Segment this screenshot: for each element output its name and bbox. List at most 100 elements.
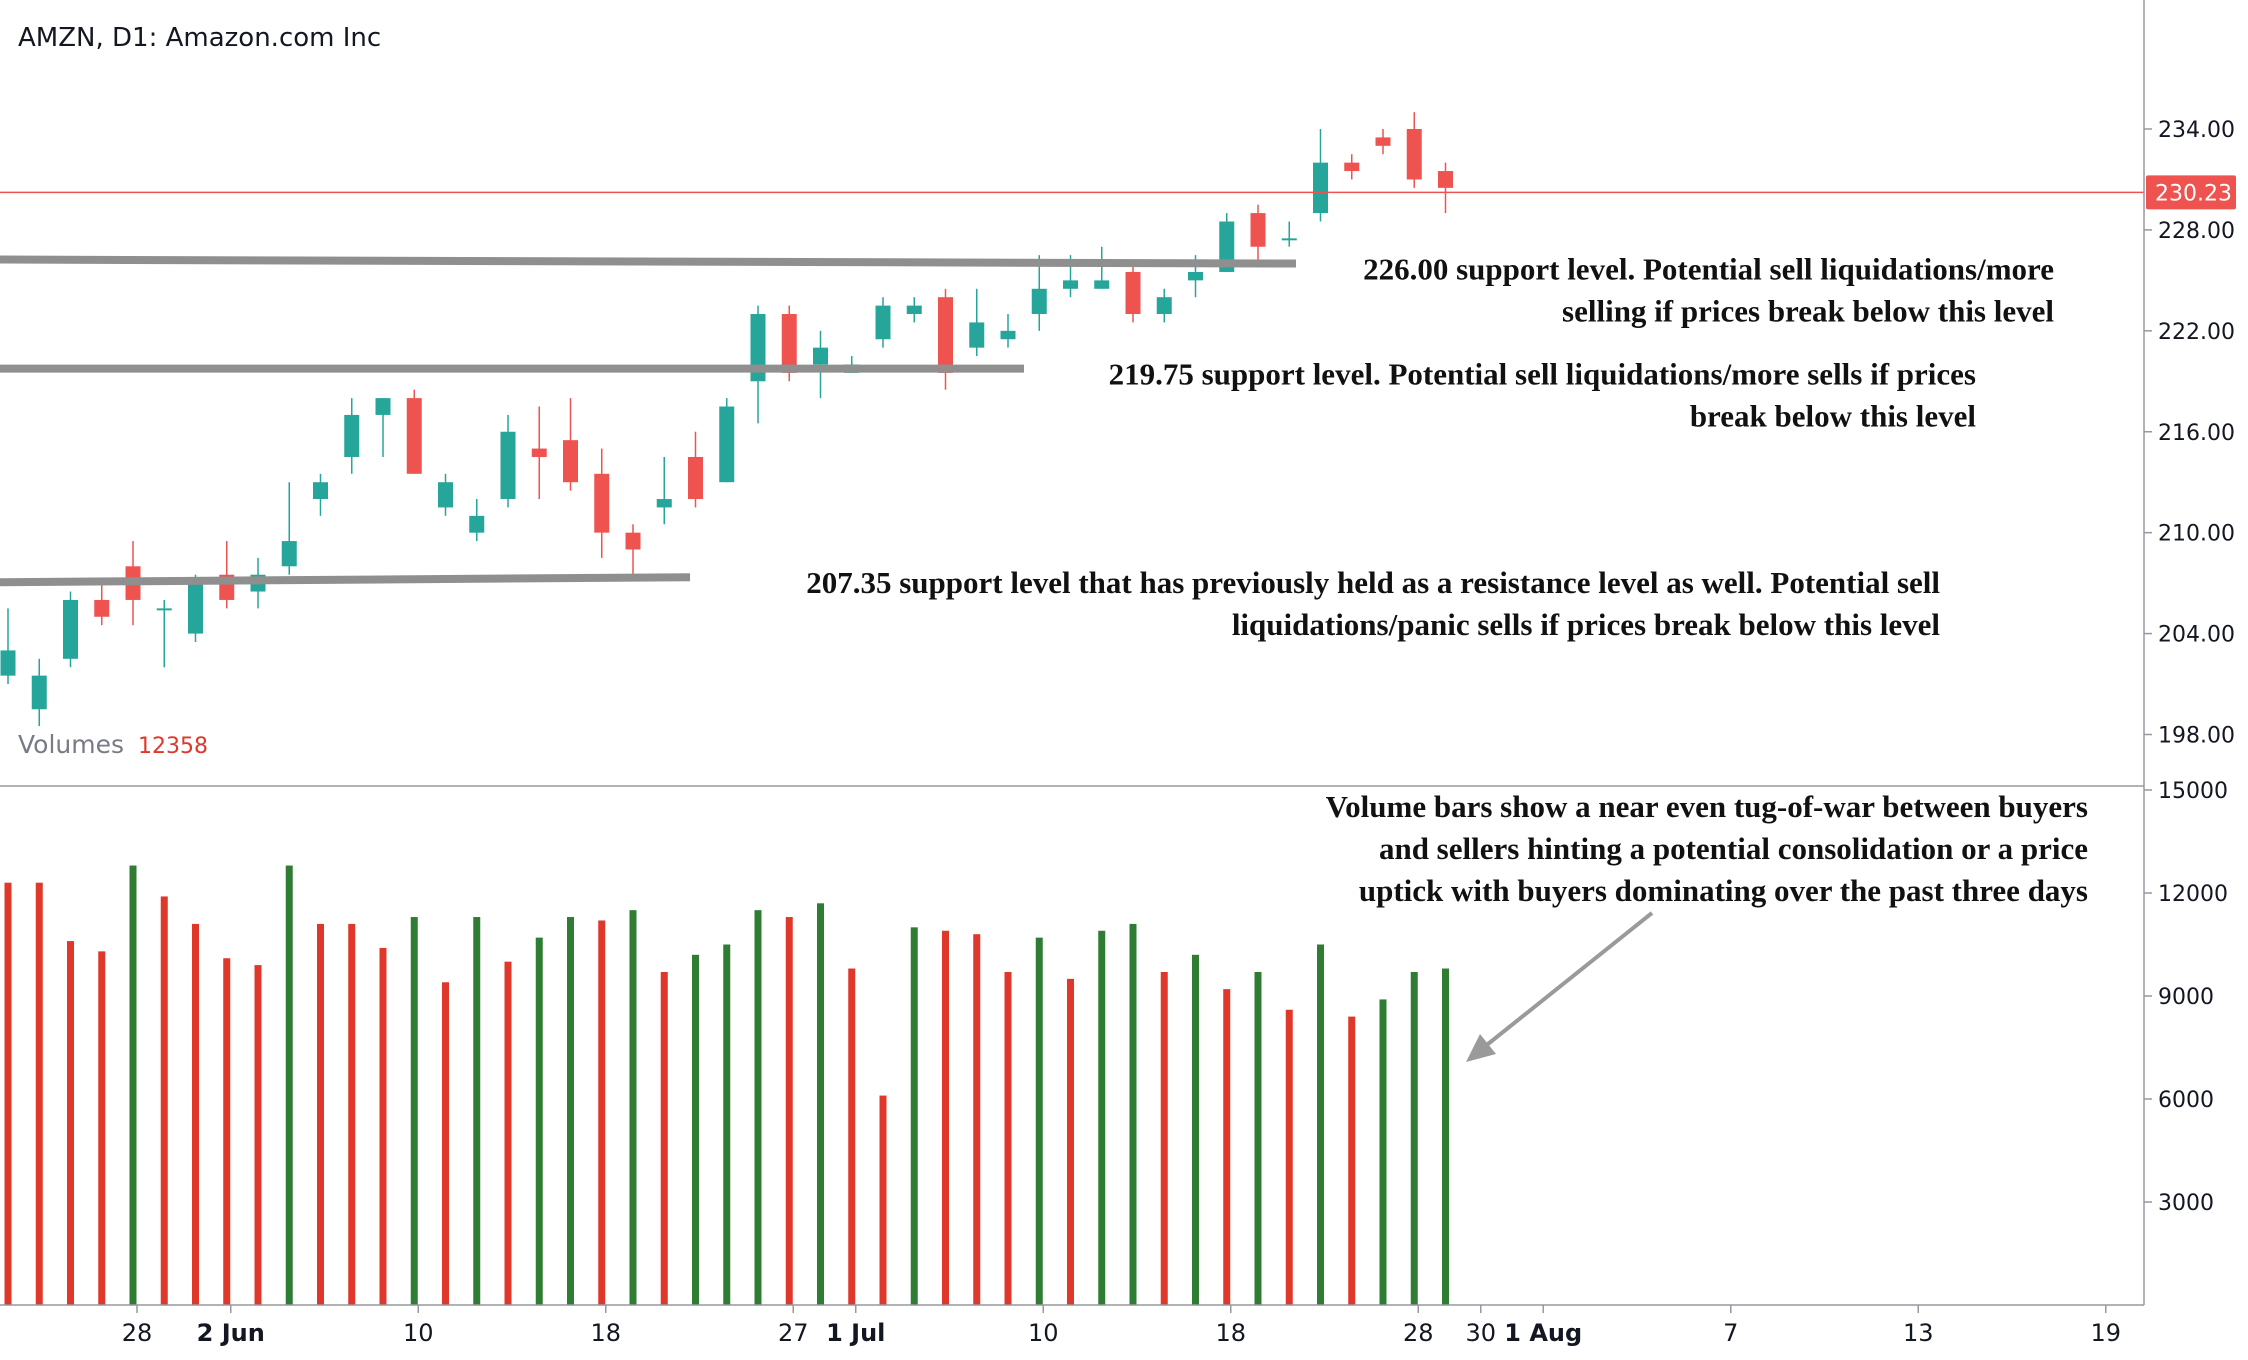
- volume-bar[interactable]: [160, 896, 168, 1305]
- candle-body[interactable]: [1000, 330, 1016, 340]
- volume-bar[interactable]: [785, 917, 793, 1305]
- volume-bar[interactable]: [1192, 954, 1199, 1305]
- volume-bar[interactable]: [879, 1095, 887, 1305]
- candle-body[interactable]: [1125, 271, 1141, 315]
- candle-body[interactable]: [969, 322, 985, 348]
- candle-body[interactable]: [438, 482, 453, 508]
- volume-bar[interactable]: [1223, 989, 1231, 1305]
- candle-body[interactable]: [1156, 297, 1172, 315]
- volume-bar[interactable]: [1410, 971, 1418, 1305]
- candle-body[interactable]: [813, 347, 828, 365]
- support-annotation: liquidations/panic sells if prices break…: [1232, 607, 1941, 642]
- volume-tick-label: 12000: [2158, 882, 2228, 907]
- volume-bar[interactable]: [942, 930, 949, 1305]
- candle-body[interactable]: [469, 515, 485, 533]
- candle-body[interactable]: [313, 482, 328, 500]
- candle-body[interactable]: [31, 675, 47, 710]
- volume-bar[interactable]: [1160, 971, 1168, 1305]
- candle-body[interactable]: [1031, 288, 1047, 315]
- volume-bar[interactable]: [285, 865, 293, 1305]
- volume-bar[interactable]: [817, 903, 824, 1305]
- candle-body[interactable]: [281, 541, 297, 567]
- candle-body[interactable]: [406, 398, 422, 474]
- volume-bar[interactable]: [629, 910, 637, 1305]
- volume-bar[interactable]: [192, 923, 199, 1305]
- volume-bar[interactable]: [67, 941, 74, 1305]
- volume-bar[interactable]: [1129, 923, 1137, 1305]
- candle-body[interactable]: [563, 440, 578, 483]
- candle-body[interactable]: [156, 608, 172, 611]
- candle-body[interactable]: [531, 448, 547, 457]
- volume-bar[interactable]: [1254, 971, 1262, 1305]
- candle-body[interactable]: [719, 406, 735, 483]
- volume-bar[interactable]: [1442, 968, 1449, 1305]
- volume-bar[interactable]: [535, 937, 543, 1305]
- volume-bar[interactable]: [410, 917, 418, 1305]
- volume-bar[interactable]: [98, 951, 106, 1305]
- volume-bar[interactable]: [723, 944, 731, 1306]
- labels: 198.00 204.00 210.00 216.00 222.00 228.00 234.…: [18, 23, 2236, 1347]
- price-tick-label: 198.00: [2158, 724, 2235, 749]
- candle-body[interactable]: [500, 431, 516, 500]
- volume-bar[interactable]: [1317, 944, 1324, 1306]
- volume-bar[interactable]: [4, 882, 12, 1305]
- volume-bar[interactable]: [1285, 1009, 1293, 1305]
- volume-bar[interactable]: [598, 920, 606, 1305]
- candle-body[interactable]: [1250, 213, 1266, 247]
- candle-body[interactable]: [0, 650, 16, 676]
- candle-body[interactable]: [875, 305, 891, 340]
- volume-bar[interactable]: [973, 934, 981, 1305]
- volume-bar[interactable]: [473, 917, 481, 1305]
- candle-body[interactable]: [906, 305, 922, 315]
- candle-body[interactable]: [1438, 171, 1453, 188]
- candle-body[interactable]: [344, 414, 360, 457]
- volume-bar[interactable]: [1379, 999, 1387, 1305]
- candle-body[interactable]: [1188, 271, 1203, 281]
- volume-bar[interactable]: [754, 910, 762, 1305]
- candle-body[interactable]: [625, 532, 641, 550]
- candle-body[interactable]: [94, 599, 110, 617]
- candle-body[interactable]: [750, 314, 766, 382]
- candle-body[interactable]: [1313, 162, 1328, 214]
- candle-body[interactable]: [1063, 280, 1078, 289]
- candle-body[interactable]: [594, 473, 610, 533]
- volume-bar[interactable]: [223, 958, 231, 1305]
- candle-body[interactable]: [1344, 162, 1360, 172]
- candle-body[interactable]: [1406, 129, 1422, 180]
- candle-body[interactable]: [688, 456, 703, 500]
- volume-bar[interactable]: [1004, 971, 1012, 1305]
- volume-bar[interactable]: [129, 865, 137, 1305]
- time-tick-label: 10: [403, 1319, 434, 1347]
- volume-bar[interactable]: [254, 965, 262, 1305]
- axes: [0, 0, 2152, 1313]
- candle-body[interactable]: [656, 499, 672, 508]
- candle-body[interactable]: [1375, 137, 1391, 146]
- candle-body[interactable]: [781, 314, 797, 373]
- candle-body[interactable]: [375, 398, 391, 415]
- volume-bar[interactable]: [504, 961, 512, 1305]
- volume-bar[interactable]: [692, 954, 699, 1305]
- time-tick-label: 13: [1903, 1319, 1934, 1347]
- volume-bar[interactable]: [910, 927, 918, 1305]
- volume-bar[interactable]: [1035, 937, 1043, 1305]
- volume-bar[interactable]: [567, 917, 574, 1305]
- price-tick-label: 234.00: [2158, 118, 2235, 143]
- volume-bar[interactable]: [317, 923, 324, 1305]
- volume-bar[interactable]: [35, 882, 43, 1305]
- candle-body[interactable]: [63, 599, 78, 659]
- candle-body[interactable]: [938, 297, 953, 373]
- price-tick-label: 216.00: [2158, 421, 2235, 446]
- volume-bar[interactable]: [348, 923, 356, 1305]
- candle-body[interactable]: [1094, 280, 1110, 289]
- volume-bar[interactable]: [1348, 1016, 1356, 1305]
- volume-bar[interactable]: [848, 968, 856, 1305]
- volume-bar[interactable]: [379, 947, 387, 1305]
- volume-bar[interactable]: [442, 982, 449, 1305]
- volume-bar[interactable]: [1098, 930, 1106, 1305]
- candle-body[interactable]: [188, 583, 203, 634]
- volume-tick-label: 3000: [2158, 1191, 2214, 1216]
- volume-bar[interactable]: [660, 971, 668, 1305]
- candle-body[interactable]: [1281, 238, 1297, 241]
- volume-bar[interactable]: [1067, 978, 1074, 1305]
